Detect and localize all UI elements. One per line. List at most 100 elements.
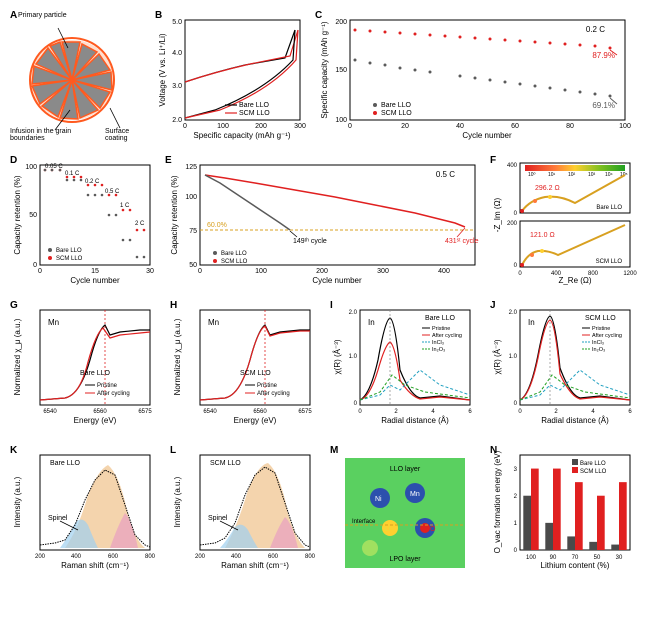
svg-text:400: 400 xyxy=(71,554,82,560)
svg-text:600: 600 xyxy=(108,554,119,560)
panel-e: E 0.5 C 60.0% 149ᵗʰ cycle 431ˢᵗ cycle Cy… xyxy=(165,155,485,290)
svg-text:50: 50 xyxy=(189,262,197,269)
panel-e-chart: 0.5 C 60.0% 149ᵗʰ cycle 431ˢᵗ cycle Cycl… xyxy=(165,155,485,290)
svg-text:Capacity retention (%): Capacity retention (%) xyxy=(13,175,22,254)
svg-text:SCM LLO: SCM LLO xyxy=(596,259,623,265)
svg-text:Bare LLO: Bare LLO xyxy=(425,315,456,322)
svg-text:Bare LLO: Bare LLO xyxy=(596,205,622,211)
svg-text:Raman shift (cm⁻¹): Raman shift (cm⁻¹) xyxy=(221,561,289,570)
svg-text:Capacity retention (%): Capacity retention (%) xyxy=(170,175,179,254)
panel-l-chart: SCM LLO Spinel Raman shift (cm⁻¹) Intens… xyxy=(170,445,320,575)
svg-text:149ᵗʰ cycle: 149ᵗʰ cycle xyxy=(293,238,327,245)
panel-g-chart: Mn Bare LLO Energy (eV) Normalized χ_μ (… xyxy=(10,300,160,430)
panel-i: I In Bare LLO Radial distance (Å) χ(R) (… xyxy=(330,300,480,430)
svg-text:Z_Re (Ω): Z_Re (Ω) xyxy=(558,276,591,285)
svg-text:5.0: 5.0 xyxy=(172,19,182,26)
svg-text:100: 100 xyxy=(25,164,37,171)
svg-text:Cycle number: Cycle number xyxy=(70,276,120,285)
panel-n-label: N xyxy=(490,445,497,456)
svg-text:400: 400 xyxy=(438,268,450,275)
svg-text:1200: 1200 xyxy=(623,271,637,277)
svg-text:Radial distance (Å): Radial distance (Å) xyxy=(381,416,449,425)
svg-text:In: In xyxy=(368,318,375,327)
panel-h: H Mn SCM LLO Energy (eV) Normalized χ_μ … xyxy=(170,300,320,430)
svg-text:2.0: 2.0 xyxy=(509,310,518,316)
svg-text:SCM LLO: SCM LLO xyxy=(580,469,607,475)
svg-text:Energy (eV): Energy (eV) xyxy=(234,416,277,425)
svg-text:InCl₃: InCl₃ xyxy=(592,340,604,346)
panel-l-label: L xyxy=(170,445,176,456)
panel-a-ann2: Infusion in the grain boundaries xyxy=(10,128,88,142)
svg-text:Bare LLO: Bare LLO xyxy=(80,370,111,377)
svg-text:4: 4 xyxy=(431,409,435,415)
svg-text:0: 0 xyxy=(354,401,358,407)
svg-text:40: 40 xyxy=(456,123,464,130)
svg-text:2: 2 xyxy=(554,409,558,415)
svg-text:100: 100 xyxy=(185,194,197,201)
panel-k-chart: Bare LLO Spinel Raman shift (cm⁻¹) Inten… xyxy=(10,445,160,575)
svg-text:4.0: 4.0 xyxy=(172,50,182,57)
svg-text:0: 0 xyxy=(514,211,518,217)
svg-text:1.0: 1.0 xyxy=(509,354,518,360)
svg-text:10⁴: 10⁴ xyxy=(605,172,613,178)
svg-text:Bare LLO: Bare LLO xyxy=(239,102,270,109)
svg-text:InCl₃: InCl₃ xyxy=(432,340,444,346)
svg-text:75: 75 xyxy=(189,228,197,235)
svg-text:Cycle number: Cycle number xyxy=(312,276,362,285)
svg-text:125: 125 xyxy=(185,164,197,171)
svg-text:0: 0 xyxy=(358,409,362,415)
svg-text:150: 150 xyxy=(335,67,347,74)
svg-text:200: 200 xyxy=(507,221,518,227)
svg-text:800: 800 xyxy=(305,554,316,560)
svg-text:600: 600 xyxy=(268,554,279,560)
svg-text:30: 30 xyxy=(616,555,623,561)
svg-text:After cycling: After cycling xyxy=(257,391,290,397)
svg-text:-Z_Im (Ω): -Z_Im (Ω) xyxy=(493,197,502,232)
svg-text:100: 100 xyxy=(255,268,267,275)
svg-text:Bare LLO: Bare LLO xyxy=(56,248,82,254)
svg-text:1.0: 1.0 xyxy=(349,354,358,360)
svg-text:Normalized χ_μ (a.u.): Normalized χ_μ (a.u.) xyxy=(13,318,22,395)
panel-c-chart: 0.2 C <> 87.9% 69.1% Cycle number Specif… xyxy=(315,10,635,145)
svg-text:Energy (eV): Energy (eV) xyxy=(74,416,117,425)
svg-text:Pristine: Pristine xyxy=(97,383,118,389)
panel-f-label: F xyxy=(490,155,496,166)
svg-text:SCM LLO: SCM LLO xyxy=(240,370,271,377)
panel-b-label: B xyxy=(155,10,162,21)
svg-text:6575: 6575 xyxy=(298,409,312,415)
svg-text:10⁰: 10⁰ xyxy=(528,172,536,178)
svg-text:Normalized χ_μ (a.u.): Normalized χ_μ (a.u.) xyxy=(173,318,182,395)
svg-text:0: 0 xyxy=(518,409,522,415)
svg-text:Ni: Ni xyxy=(375,496,382,503)
panel-m: M LLO layer LPO layer Interface Li Ni Mn… xyxy=(330,445,480,575)
svg-text:6540: 6540 xyxy=(203,409,217,415)
svg-text:3: 3 xyxy=(514,467,518,473)
panel-a-schematic xyxy=(10,10,150,140)
svg-text:0.1 C: 0.1 C xyxy=(65,171,80,177)
panel-k-label: K xyxy=(10,445,17,456)
svg-text:0: 0 xyxy=(514,548,518,554)
svg-text:100: 100 xyxy=(335,117,347,124)
svg-text:69.1%: 69.1% xyxy=(592,101,615,110)
svg-text:SCM LLO: SCM LLO xyxy=(381,110,412,117)
svg-text:After cycling: After cycling xyxy=(592,333,622,339)
svg-text:After cycling: After cycling xyxy=(432,333,462,339)
svg-text:6: 6 xyxy=(628,409,632,415)
svg-text:Pristine: Pristine xyxy=(432,326,450,332)
panel-n-chart: 10090705030 Lithium content (%) O_vac fo… xyxy=(490,445,640,575)
svg-text:SCM LLO: SCM LLO xyxy=(56,256,83,262)
svg-text:Specific capacity (mAh g⁻¹): Specific capacity (mAh g⁻¹) xyxy=(320,21,329,118)
svg-text:15: 15 xyxy=(91,268,99,275)
svg-text:In: In xyxy=(528,318,535,327)
svg-text:20: 20 xyxy=(401,123,409,130)
svg-text:Li: Li xyxy=(385,526,391,533)
svg-text:Mn: Mn xyxy=(410,491,420,498)
panel-a-label: A xyxy=(10,10,17,21)
panel-b: B Specific capacity (mAh g⁻¹) Voltage (V… xyxy=(155,10,310,145)
panel-i-label: I xyxy=(330,300,333,311)
svg-text:300: 300 xyxy=(294,123,306,130)
svg-text:0: 0 xyxy=(348,123,352,130)
svg-text:0: 0 xyxy=(183,123,187,130)
svg-text:In₂O₃: In₂O₃ xyxy=(432,347,445,353)
svg-text:0.05 C: 0.05 C xyxy=(45,164,63,170)
